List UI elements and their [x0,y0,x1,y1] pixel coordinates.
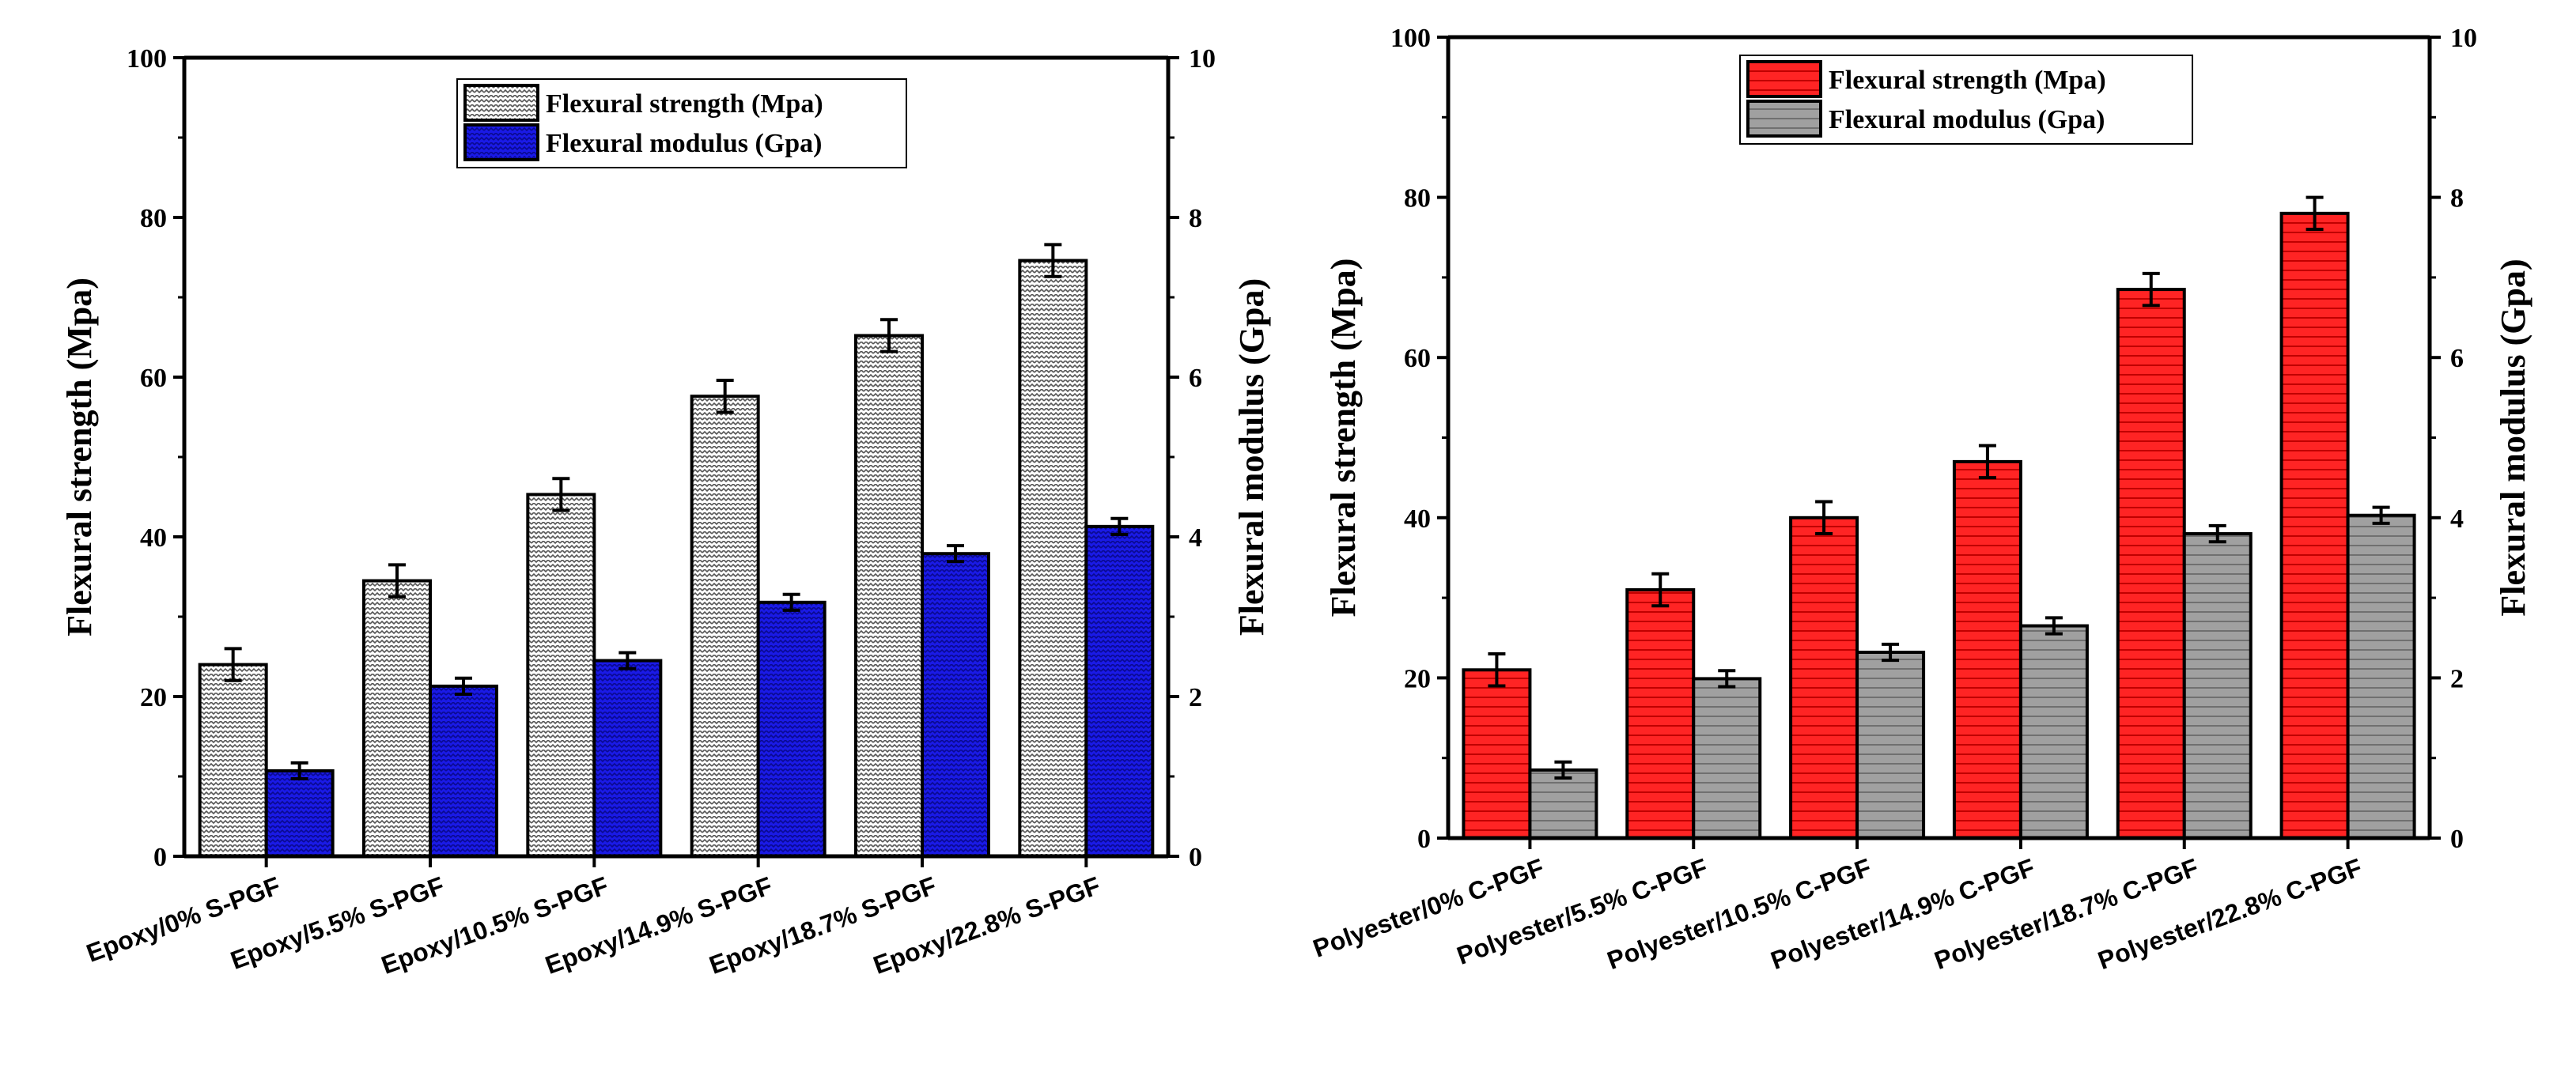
bar-modulus-3 [2018,624,2089,840]
legend-swatch-0 [1746,60,1822,98]
bar-modulus-1 [1692,677,1762,840]
bar-strength-5 [2279,211,2350,840]
y-axis-title-right: Flexural modulus (Gpa) [1232,278,1271,636]
y-tick-label-right: 10 [1189,44,1216,74]
bar-modulus-2 [1855,650,1926,840]
y-tick-label-left: 60 [140,364,167,393]
y-tick-label-left: 0 [1417,825,1431,854]
bar-strength-1 [1625,587,1696,840]
bar-strength-4 [854,334,924,859]
y-tick-label-right: 0 [1189,843,1202,872]
y-tick-label-right: 8 [2450,184,2464,213]
y-axis-title-right: Flexural modulus (Gpa) [2494,259,2532,616]
y-tick-label-right: 6 [2450,344,2464,373]
legend-label: Flexural modulus (Gpa) [1829,105,2105,134]
y-tick-label-right: 0 [2450,825,2464,854]
y-axis-title-left: Flexural strength (Mpa) [60,278,99,636]
legend-label: Flexural strength (Mpa) [546,89,823,119]
bar-strength-0 [1462,668,1532,840]
y-tick-label-left: 80 [1404,184,1431,213]
y-tick-label-left: 40 [1404,504,1431,534]
x-tick-label: Polyester/14.9% C-PGF [1767,853,2038,975]
y-tick-label-right: 6 [1189,364,1202,393]
bar-modulus-5 [1084,524,1155,858]
bar-strength-3 [690,395,760,858]
y-tick-label-left: 60 [1404,344,1431,373]
y-tick-label-left: 0 [153,843,167,872]
y-tick-label-left: 100 [1390,24,1431,53]
legend-label: Flexural modulus (Gpa) [546,129,822,158]
bar-strength-4 [2116,288,2186,840]
bar-strength-1 [362,579,432,858]
bar-modulus-0 [264,769,335,858]
bar-modulus-0 [1528,768,1598,840]
x-tick-label: Polyester/18.7% C-PGF [1931,853,2202,975]
legend-swatch-1 [1746,100,1822,138]
bar-modulus-5 [2346,513,2416,840]
y-axis-title-left: Flexural strength (Mpa) [1324,259,1363,617]
y-tick-label-left: 20 [1404,664,1431,693]
y-tick-label-left: 20 [140,683,167,712]
legend-swatch-0 [463,84,539,122]
bar-strength-3 [1952,459,2022,840]
y-tick-label-right: 2 [2450,664,2464,693]
bar-modulus-2 [592,659,663,858]
legend-label: Flexural strength (Mpa) [1829,66,2106,95]
bar-modulus-1 [429,684,498,858]
legend-swatch-1 [463,123,539,161]
y-tick-label-right: 4 [1189,523,1202,553]
bar-strength-2 [1789,516,1859,840]
x-tick-label: Polyester/22.8% C-PGF [2094,853,2366,975]
bar-strength-0 [198,663,268,858]
bar-strength-5 [1018,259,1088,859]
y-tick-label-right: 2 [1189,683,1202,712]
y-tick-label-right: 4 [2450,504,2464,534]
x-tick-label: Polyester/10.5% C-PGF [1603,853,1874,975]
bar-strength-2 [526,493,596,858]
y-tick-label-left: 100 [127,44,167,74]
y-tick-label-left: 40 [140,523,167,553]
y-tick-label-left: 80 [140,204,167,233]
bar-modulus-4 [921,552,990,859]
y-tick-label-right: 10 [2450,24,2477,53]
y-tick-label-right: 8 [1189,204,1202,233]
bar-modulus-3 [756,600,827,858]
bar-modulus-4 [2182,532,2253,840]
